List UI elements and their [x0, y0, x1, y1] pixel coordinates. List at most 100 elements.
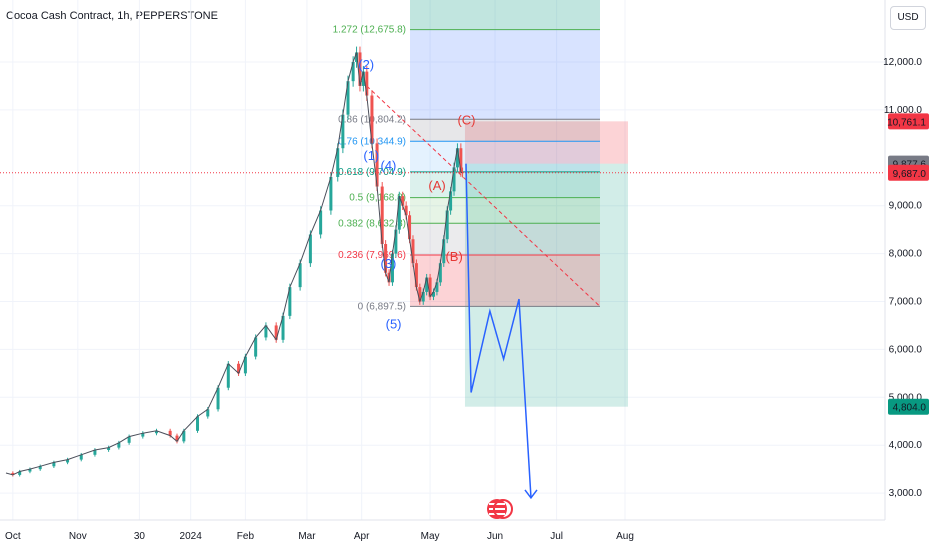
- price-tag: [888, 398, 929, 415]
- price-tag-label: 4,804.0: [893, 403, 927, 414]
- currency-button[interactable]: USD: [890, 6, 926, 30]
- candle-body: [455, 148, 459, 168]
- us-flag-icon[interactable]: [487, 499, 513, 519]
- candle-body: [196, 416, 200, 431]
- fib-level-label: 1.272 (12,675.8): [333, 25, 406, 36]
- projection-path: [465, 163, 538, 500]
- fib-band: [410, 171, 600, 198]
- candle-body: [370, 95, 374, 144]
- time-tick-label: 30: [134, 531, 146, 542]
- price-tag-label: 9,687.0: [893, 169, 927, 180]
- candle-body: [117, 442, 121, 448]
- wave-label: (C): [457, 112, 475, 127]
- candle-body: [168, 430, 172, 436]
- candle-body: [264, 325, 268, 338]
- price-tick-label: 12,000.0: [883, 57, 922, 68]
- price-tag: [888, 164, 929, 181]
- candle-body: [432, 291, 435, 297]
- position-zones: [464, 121, 628, 407]
- candle-body: [11, 472, 15, 475]
- stop-zone: [464, 121, 628, 164]
- candle-body: [355, 52, 359, 62]
- candle-body: [319, 210, 323, 235]
- candle-body: [182, 430, 186, 442]
- time-axis: Oct Nov 30 2024 Feb Mar Apr May Jun Jul Aug: [0, 519, 885, 542]
- candle-body: [452, 167, 456, 192]
- candle-body: [341, 114, 345, 149]
- candle-body: [127, 436, 131, 443]
- time-tick-label: Jul: [550, 531, 563, 542]
- candle-body: [28, 469, 32, 472]
- projection-arrowhead: [524, 489, 538, 500]
- wave-label: (4): [380, 158, 396, 173]
- candle-body: [435, 282, 439, 292]
- candle-body: [404, 205, 408, 216]
- candle-body: [52, 462, 56, 467]
- candle-body: [361, 71, 365, 86]
- fib-band-top: [410, 0, 600, 30]
- fib-band: [410, 255, 600, 307]
- candle-body: [281, 315, 285, 340]
- candle-body: [237, 363, 241, 374]
- candle-body: [175, 435, 179, 442]
- price-line: [5, 52, 463, 476]
- candle-body: [438, 263, 442, 283]
- chart-title: Cocoa Cash Contract, 1h, PEPPERSTONE: [6, 10, 218, 22]
- candle-body: [329, 176, 333, 211]
- wave-label: (2): [358, 57, 374, 72]
- price-tick-label: 9,000.0: [889, 201, 923, 212]
- candle-body: [79, 454, 83, 460]
- fib-band: [410, 223, 600, 256]
- price-tick-label: 3,000.0: [889, 488, 923, 499]
- grid: [0, 0, 885, 520]
- candle-body: [336, 148, 340, 177]
- wave-label: (B): [445, 249, 462, 264]
- candle-body: [154, 430, 158, 434]
- price-tick-label: 8,000.0: [889, 249, 923, 260]
- candle-body: [449, 191, 453, 211]
- candle-body: [243, 356, 247, 374]
- time-tick-label: Nov: [69, 531, 87, 542]
- candle-body: [308, 234, 312, 264]
- price-tag: [888, 113, 929, 130]
- price-axis: 12,000.0 11,000.0 9,000.0 8,000.0 7,000.0 6,0…: [883, 0, 929, 520]
- fib-band: [410, 29, 600, 120]
- fib-band: [410, 197, 600, 224]
- wave-label: (1): [363, 148, 379, 163]
- candle-body: [394, 229, 398, 254]
- candle-body: [365, 71, 369, 96]
- candle-body: [346, 81, 350, 115]
- candle-body: [387, 272, 391, 283]
- candle-body: [421, 291, 425, 302]
- wave-labels: (1) (2) (3) (4) (5) (A) (B) (C): [358, 57, 475, 331]
- candle-body: [141, 433, 145, 437]
- candle-body: [408, 215, 412, 240]
- candle-body: [93, 449, 97, 455]
- candle-body: [418, 287, 422, 302]
- candle-body: [254, 337, 258, 357]
- projection-line: [465, 163, 532, 498]
- candle-body: [351, 62, 355, 82]
- candle-body: [107, 447, 111, 450]
- time-tick-label: Feb: [237, 531, 255, 542]
- candle-body: [459, 148, 463, 173]
- wave-label: (A): [428, 178, 445, 193]
- candle-body: [206, 409, 210, 417]
- candle-body: [390, 253, 394, 283]
- time-tick-label: Oct: [5, 531, 21, 542]
- price-tick-label: 4,000.0: [889, 440, 923, 451]
- wave-label: (5): [386, 316, 402, 331]
- candle-body: [38, 466, 42, 470]
- candle-body: [66, 459, 70, 463]
- target-zone: [464, 163, 628, 407]
- candle-body: [397, 196, 401, 230]
- fib-band: [410, 119, 600, 142]
- fib-band: [410, 141, 600, 172]
- candle-body: [442, 239, 446, 264]
- price-tick-label: 11,000.0: [884, 105, 923, 116]
- candle-body: [428, 277, 432, 297]
- candle-body: [274, 325, 278, 340]
- time-tick-label: Jun: [487, 531, 503, 542]
- candle-body: [411, 239, 415, 264]
